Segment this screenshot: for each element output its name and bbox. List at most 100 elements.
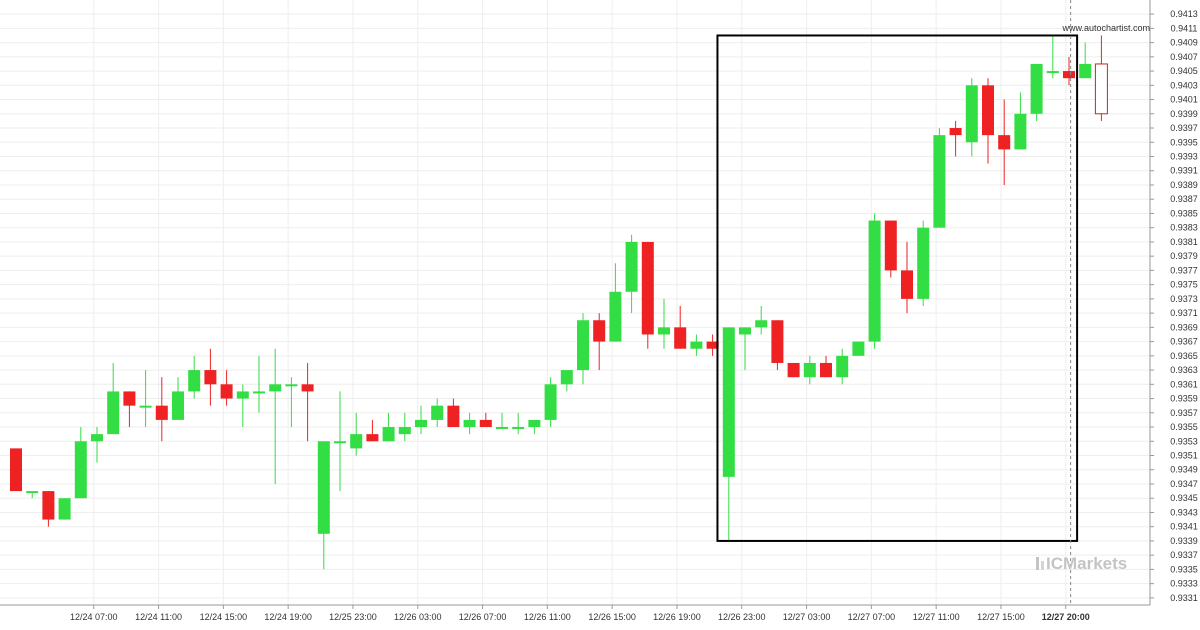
y-tick-label: 0.9405	[1170, 66, 1198, 76]
candle-body-down	[301, 384, 314, 392]
x-tick-label: 12/24 07:00	[70, 612, 118, 622]
candle-body-down	[42, 491, 55, 520]
candle-body-up	[285, 384, 298, 387]
candle-body-up	[1046, 71, 1059, 74]
candle-body-up	[512, 427, 525, 430]
x-tick-label: 12/26 03:00	[394, 612, 442, 622]
candle-body-down	[479, 419, 492, 428]
candle-body-up	[26, 491, 39, 494]
y-tick-label: 0.9377	[1170, 265, 1198, 275]
y-tick-label: 0.9353	[1170, 436, 1198, 446]
candle-body-down	[10, 448, 22, 492]
candle-body-down	[771, 320, 784, 363]
grid-lines	[0, 0, 1150, 605]
y-tick-label: 0.9381	[1170, 237, 1198, 247]
candle-body-down	[820, 362, 832, 378]
brand-logo-bar-1	[1036, 557, 1039, 570]
y-tick-label: 0.9401	[1170, 95, 1198, 105]
candle-body-up	[965, 85, 978, 143]
candle-body-up	[91, 434, 103, 442]
y-tick-label: 0.9411	[1171, 23, 1198, 33]
candle-body-up	[722, 327, 735, 477]
candle-body-down	[366, 434, 379, 442]
x-tick-label: 12/27 20:00	[1042, 612, 1090, 622]
candle-body-down	[220, 384, 233, 399]
y-tick-label: 0.9357	[1170, 408, 1198, 418]
candle-body-up	[658, 327, 670, 335]
y-tick-label: 0.9349	[1170, 465, 1198, 475]
candle-body-up	[836, 355, 849, 378]
candle-body-down	[447, 405, 460, 428]
y-tick-label: 0.9331	[1170, 593, 1198, 603]
y-tick-label: 0.9345	[1170, 493, 1198, 503]
y-tick-label: 0.9369	[1170, 322, 1198, 332]
candle-body-down	[204, 370, 217, 385]
candle-body-up	[236, 391, 249, 399]
candle-body-down	[674, 327, 687, 349]
candle-body-up	[803, 362, 816, 378]
y-tick-label: 0.9337	[1170, 550, 1198, 560]
y-tick-label: 0.9339	[1170, 536, 1198, 546]
candle-body-up	[431, 405, 444, 420]
y-axis: 0.9331 0.9333 0.9335 0.9337 0.9339 0.9341 0.93…	[1149, 0, 1198, 605]
watermark-text: www.autochartist.com	[1061, 23, 1150, 33]
candle-body-up	[398, 427, 411, 435]
y-tick-label: 0.9341	[1170, 522, 1198, 532]
candle-body-down	[593, 320, 606, 342]
x-tick-label: 12/25 23:00	[329, 612, 377, 622]
candle-body-up	[188, 370, 201, 392]
x-tick-label: 12/26 15:00	[588, 612, 636, 622]
candle-body-up	[577, 320, 589, 371]
y-tick-label: 0.9367	[1170, 337, 1198, 347]
x-tick-label: 12/26 11:00	[524, 612, 571, 622]
y-tick-label: 0.9351	[1170, 451, 1198, 461]
y-tick-label: 0.9387	[1170, 194, 1198, 204]
y-tick-label: 0.9391	[1170, 166, 1198, 176]
brand-logo-bar-2	[1041, 561, 1044, 570]
candle-body-down	[706, 341, 719, 349]
y-tick-label: 0.9403	[1170, 80, 1198, 90]
candle-body-up	[107, 391, 120, 435]
x-tick-label: 12/24 19:00	[264, 612, 312, 622]
y-tick-label: 0.9383	[1170, 223, 1198, 233]
x-tick-label: 12/26 07:00	[459, 612, 507, 622]
candle-body-up	[253, 391, 265, 394]
candle-body-up	[690, 341, 703, 349]
x-tick-label: 12/27 11:00	[913, 612, 960, 622]
candle-body-up	[382, 427, 395, 442]
candle-body-down	[982, 85, 994, 136]
candle-body-up	[1014, 113, 1027, 150]
x-tick-label: 12/24 15:00	[200, 612, 248, 622]
y-tick-label: 0.9335	[1170, 564, 1198, 574]
x-tick-label: 12/26 19:00	[653, 612, 701, 622]
candle-body-down	[155, 405, 168, 420]
y-tick-label: 0.9413	[1170, 9, 1198, 19]
pattern-box	[716, 0, 1079, 605]
y-tick-label: 0.9371	[1170, 308, 1198, 318]
candle-body-down	[998, 135, 1011, 150]
x-axis: 12/24 07:00 12/24 11:00 12/24 15:00 12/24 1…	[0, 604, 1150, 622]
y-tick-label: 0.9395	[1170, 137, 1198, 147]
y-tick-label: 0.9409	[1170, 38, 1198, 48]
candle-body-down	[901, 270, 913, 299]
candle-body-up	[1030, 63, 1043, 114]
y-tick-label: 0.9373	[1170, 294, 1198, 304]
candle-body-down	[787, 362, 800, 378]
candle-body-up	[625, 241, 638, 292]
candle-body-up	[609, 291, 622, 342]
candle-body-current	[1094, 63, 1108, 115]
candle-body-down	[949, 128, 962, 136]
candle-body-up	[350, 434, 363, 449]
y-tick-label: 0.9355	[1170, 422, 1198, 432]
candle-body-up	[755, 320, 768, 328]
candle-body-up	[74, 441, 87, 499]
candle-body-up	[560, 370, 573, 385]
candle-body-up	[528, 419, 541, 428]
candle-body-up	[852, 341, 865, 356]
y-tick-label: 0.9399	[1170, 109, 1198, 119]
candles	[10, 35, 1108, 570]
candle-body-down	[1063, 71, 1075, 79]
candle-body-up	[933, 135, 946, 228]
candle-body-down	[884, 220, 897, 271]
